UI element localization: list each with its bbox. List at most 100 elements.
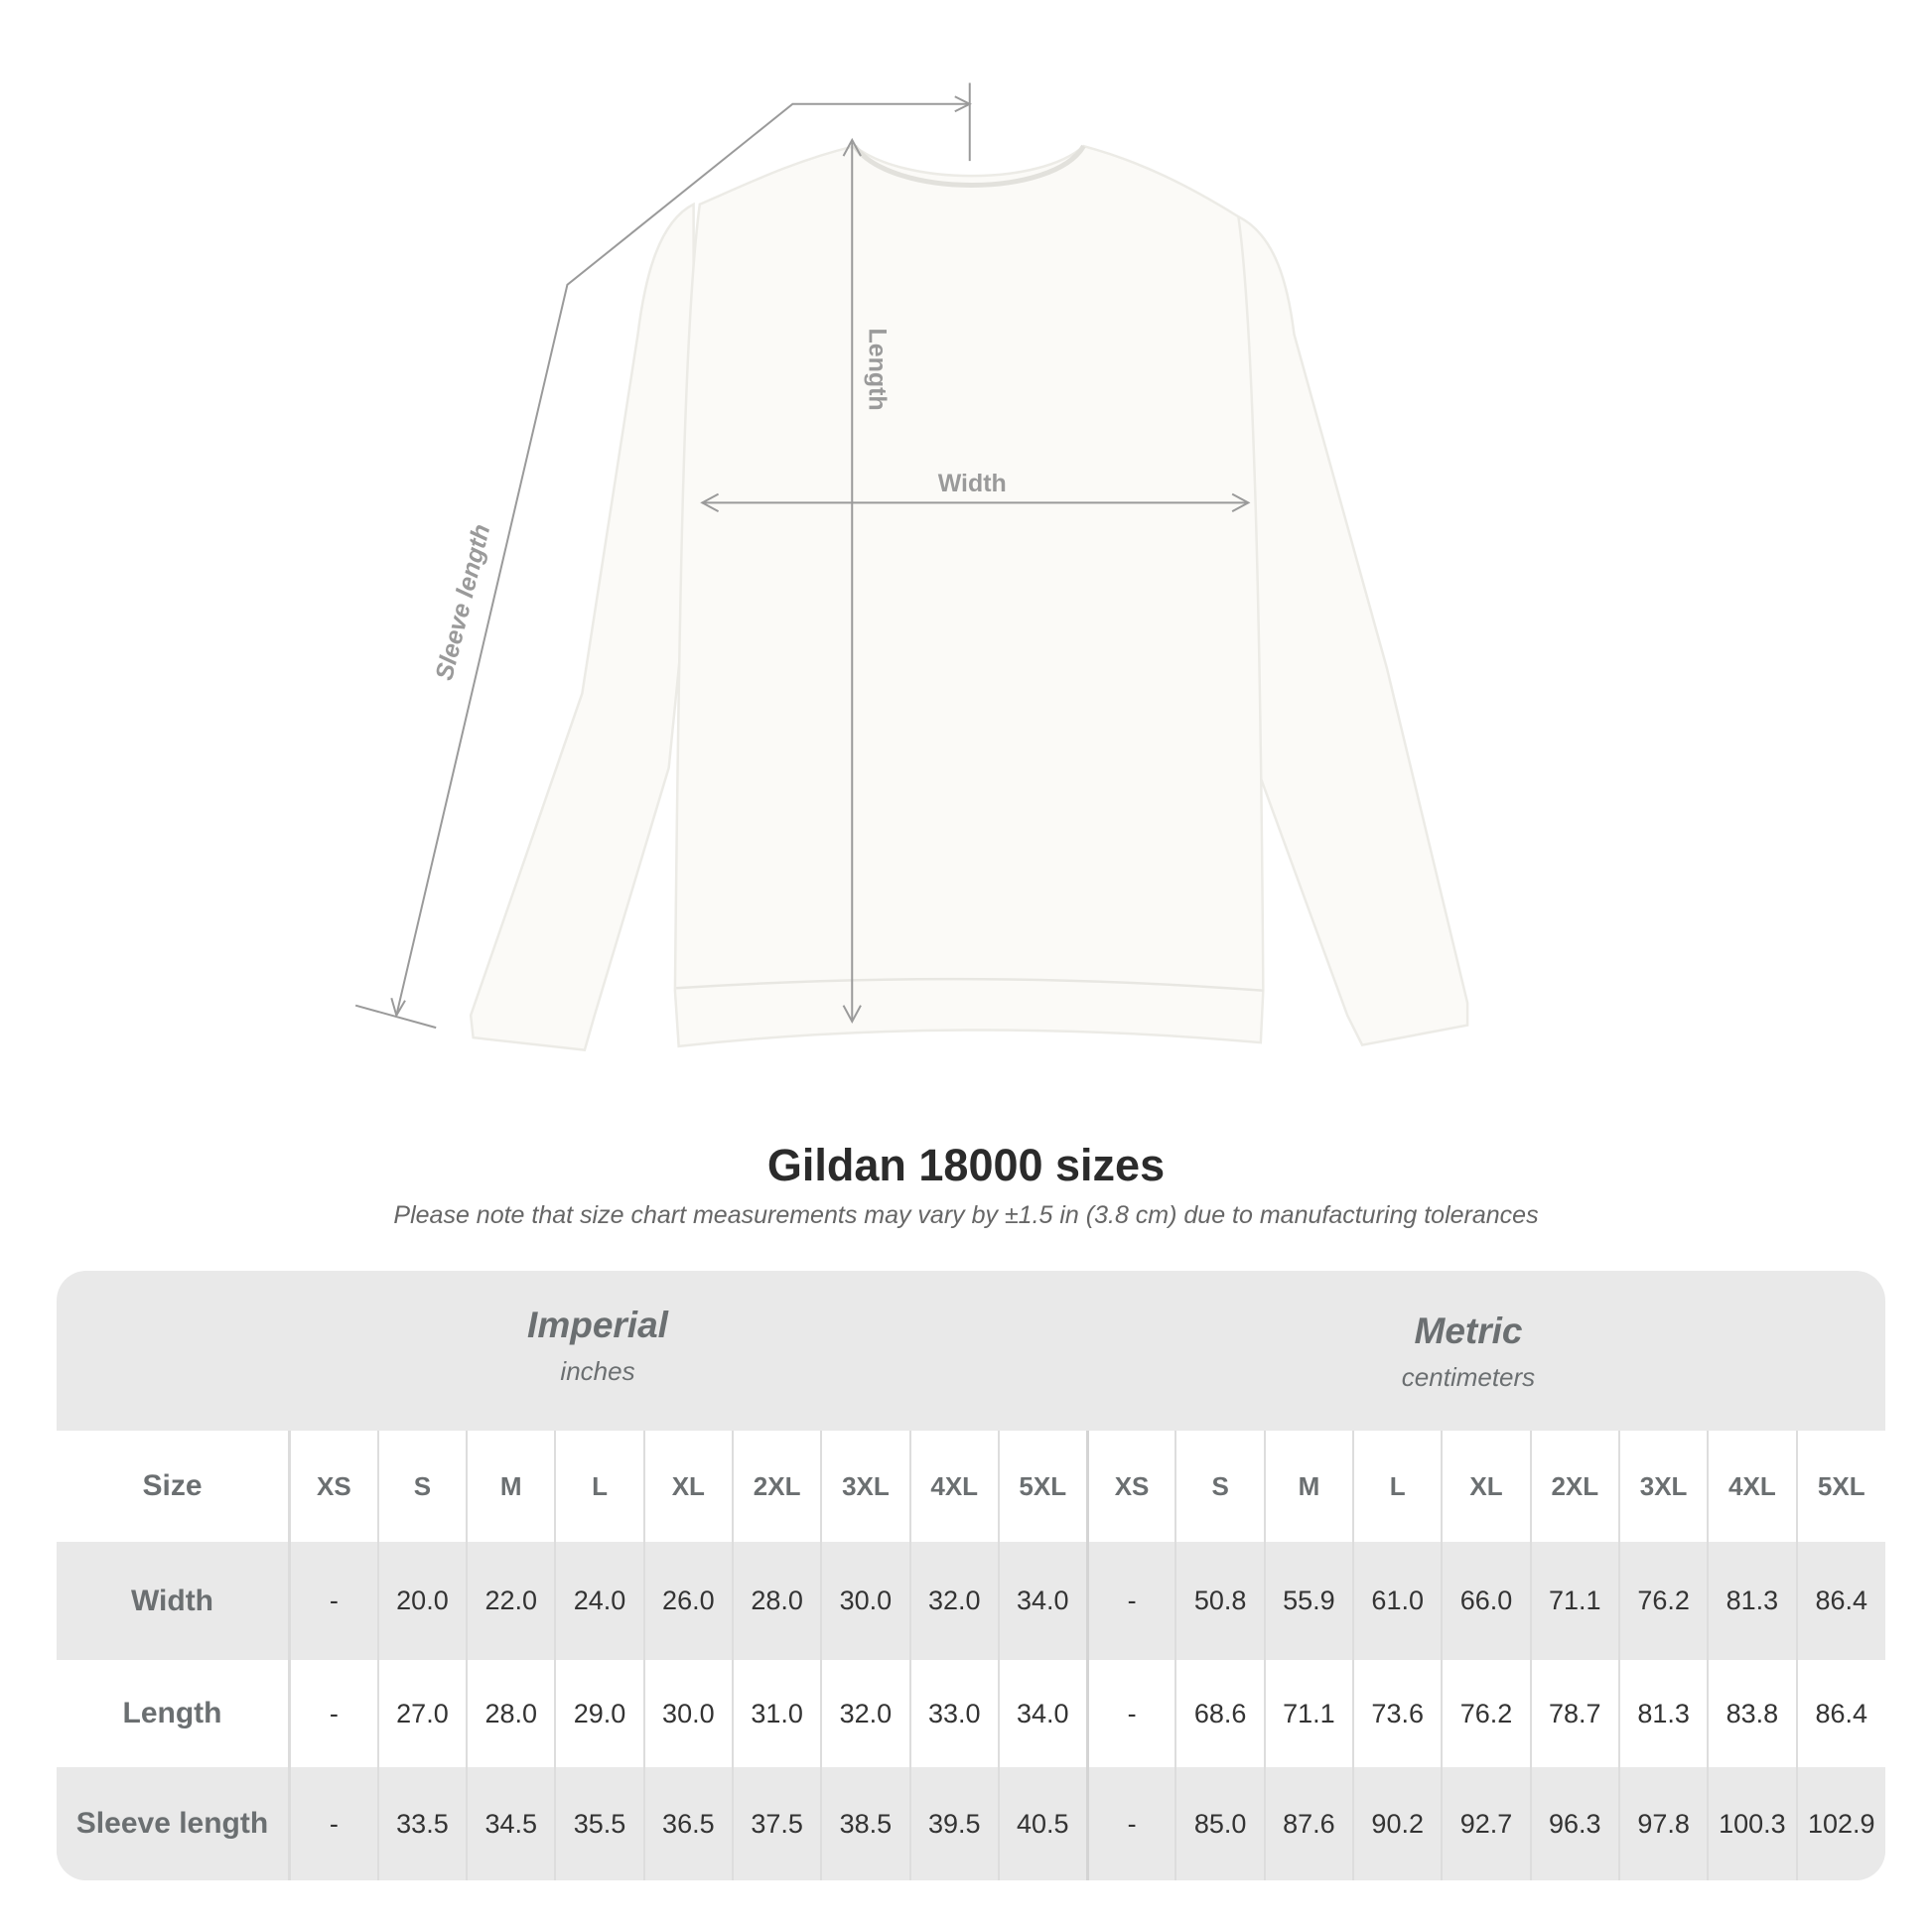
size-header-row: Size XS S M L XL 2XL 3XL 4XL 5XL XS S M L XL 2XL 3XL 4XL 5… [57,1431,1885,1542]
imperial-value-cell: 34.0 [997,1542,1088,1660]
metric-size-header: M [1263,1431,1354,1542]
imperial-value-cell: 35.5 [554,1767,644,1880]
metric-size-header: 4XL [1707,1431,1797,1542]
body [673,144,1265,1048]
metric-value-cell: 76.2 [1617,1542,1709,1660]
metric-value-cell: 85.0 [1174,1767,1265,1880]
page-title: Gildan 18000 sizes [766,1140,1166,1190]
metric-size-header: S [1174,1431,1265,1542]
row-label: Width [57,1542,291,1660]
metric-size-header: XS [1085,1431,1176,1542]
metric-value-cell: 92.7 [1441,1767,1531,1880]
imperial-value-cell: 37.5 [731,1767,822,1880]
imperial-value-cell: 27.0 [376,1660,468,1767]
metric-value-cell: 96.3 [1529,1767,1619,1880]
tolerance-note: Please note that size chart measurements… [393,1201,1539,1229]
row-label: Length [57,1660,291,1767]
metric-unit: centimeters [1401,1362,1536,1392]
imperial-value-cell: 30.0 [642,1660,733,1767]
imperial-value-cell: 26.0 [642,1542,733,1660]
metric-value-cell: 71.1 [1263,1660,1354,1767]
imperial-value-cell: 30.0 [820,1542,910,1660]
metric-value-cell: 81.3 [1707,1542,1797,1660]
metric-value-cell: 86.4 [1795,1660,1885,1767]
measurements-table: Size XS S M L XL 2XL 3XL 4XL 5XL XS S M L XL 2XL 3XL 4XL 5… [57,1431,1885,1880]
collar [852,144,1086,188]
metric-value-cell: - [1085,1542,1176,1660]
imperial-value-cell: 28.0 [731,1542,822,1660]
metric-value-cell: 100.3 [1707,1767,1797,1880]
metric-value-cell: 66.0 [1441,1542,1531,1660]
imperial-value-cell: 33.5 [376,1767,468,1880]
metric-value-cell: - [1085,1660,1176,1767]
imperial-value-cell: 40.5 [997,1767,1088,1880]
metric-size-header: 3XL [1617,1431,1709,1542]
metric-header: Metric centimeters [1220,1311,1717,1393]
table-row: Width -20.0 22.0 24.0 26.0 28.0 30.0 32.0 34.0-5… [57,1542,1885,1660]
imperial-value-cell: 31.0 [731,1660,822,1767]
metric-size-header: XL [1441,1431,1531,1542]
imperial-size-header: L [554,1431,644,1542]
imperial-value-cell: 36.5 [642,1767,733,1880]
imperial-value-cell: 33.0 [908,1660,999,1767]
metric-value-cell: 61.0 [1352,1542,1443,1660]
imperial-value-cell: - [288,1660,378,1767]
imperial-size-header: M [466,1431,556,1542]
imperial-value-cell: 32.0 [820,1660,910,1767]
imperial-size-header: 4XL [908,1431,999,1542]
imperial-size-header: 5XL [997,1431,1088,1542]
metric-value-cell: 78.7 [1529,1660,1619,1767]
table-row: Length -27.0 28.0 29.0 30.0 31.0 32.0 33.0 34.0-… [57,1660,1885,1767]
imperial-value-cell: 34.0 [997,1660,1088,1767]
imperial-size-header: S [376,1431,468,1542]
row-label: Size [57,1431,291,1542]
imperial-value-cell: 38.5 [820,1767,910,1880]
metric-size-header: 5XL [1795,1431,1885,1542]
metric-size-header: L [1352,1431,1443,1542]
imperial-value-cell: 29.0 [554,1660,644,1767]
imperial-value-cell: - [288,1767,378,1880]
imperial-value-cell: - [288,1542,378,1660]
row-label: Sleeve length [57,1767,291,1880]
sweatshirt-image [469,144,1469,1051]
sleeve-length-label: Sleeve length [430,521,495,683]
imperial-value-cell: 32.0 [908,1542,999,1660]
imperial-value-cell: 39.5 [908,1767,999,1880]
metric-value-cell: 83.8 [1707,1660,1797,1767]
size-table: Imperial inches Metric centimeters Size X… [57,1271,1885,1880]
metric-value-cell: 90.2 [1352,1767,1443,1880]
table-row: Sleeve length -33.5 34.5 35.5 36.5 37.5 38.5 39… [57,1767,1885,1880]
sleeve-arrow [395,102,970,1016]
metric-title: Metric [1414,1311,1523,1351]
width-label: Width [938,470,1007,497]
metric-size-header: 2XL [1529,1431,1619,1542]
metric-value-cell: 73.6 [1352,1660,1443,1767]
metric-value-cell: - [1085,1767,1176,1880]
right-sleeve [1237,214,1469,1047]
metric-value-cell: 55.9 [1263,1542,1354,1660]
metric-value-cell: 97.8 [1617,1767,1709,1880]
metric-value-cell: 76.2 [1441,1660,1531,1767]
metric-value-cell: 86.4 [1795,1542,1885,1660]
imperial-value-cell: 34.5 [466,1767,556,1880]
metric-value-cell: 71.1 [1529,1542,1619,1660]
imperial-unit: inches [560,1356,635,1386]
imperial-value-cell: 20.0 [376,1542,468,1660]
imperial-value-cell: 24.0 [554,1542,644,1660]
hem-band [676,977,1264,992]
metric-value-cell: 87.6 [1263,1767,1354,1880]
metric-value-cell: 102.9 [1795,1767,1885,1880]
imperial-value-cell: 22.0 [466,1542,556,1660]
measure-lines [354,82,1251,1030]
imperial-size-header: XL [642,1431,733,1542]
imperial-value-cell: 28.0 [466,1660,556,1767]
imperial-header: Imperial inches [349,1305,846,1387]
imperial-title: Imperial [527,1305,668,1345]
imperial-size-header: 2XL [731,1431,822,1542]
left-sleeve [469,202,695,1051]
imperial-size-header: 3XL [820,1431,910,1542]
metric-value-cell: 68.6 [1174,1660,1265,1767]
sweatshirt-illustration: Length Width Sleeve length [354,82,1469,1051]
metric-value-cell: 81.3 [1617,1660,1709,1767]
imperial-size-header: XS [288,1431,378,1542]
